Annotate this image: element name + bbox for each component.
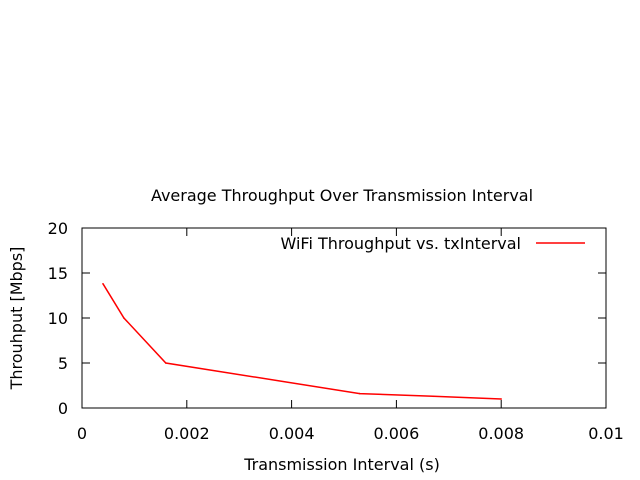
x-tick-label: 0	[77, 424, 87, 443]
x-axis-ticks: 0 0.002 0.004 0.006 0.008 0.01	[77, 228, 624, 443]
y-axis-label: Throuhput [Mbps]	[7, 247, 26, 391]
x-axis-label: Transmission Interval (s)	[243, 455, 440, 474]
x-tick-label: 0.006	[373, 424, 419, 443]
series-line-0	[102, 283, 502, 400]
y-tick-label: 20	[48, 219, 68, 238]
data-point	[123, 317, 125, 319]
data-point	[102, 283, 104, 285]
y-tick-label: 10	[48, 309, 68, 328]
y-tick-label: 5	[58, 354, 68, 373]
chart-title: Average Throughput Over Transmission Int…	[151, 186, 533, 205]
data-point	[165, 362, 167, 364]
data-point	[500, 398, 503, 400]
x-tick-label: 0.01	[588, 424, 624, 443]
x-tick-label: 0.008	[478, 424, 524, 443]
data-point	[432, 395, 434, 398]
y-tick-label: 15	[48, 264, 68, 283]
y-tick-label: 0	[58, 399, 68, 418]
legend: WiFi Throughput vs. txInterval	[281, 234, 585, 253]
series-layer	[102, 283, 503, 400]
x-tick-label: 0.002	[164, 424, 210, 443]
plot-frame	[81, 227, 607, 409]
x-tick-label: 0.004	[269, 424, 315, 443]
data-point	[358, 392, 361, 395]
legend-label: WiFi Throughput vs. txInterval	[281, 234, 522, 253]
y-axis-ticks: 0 5 10 15 20	[48, 219, 606, 418]
